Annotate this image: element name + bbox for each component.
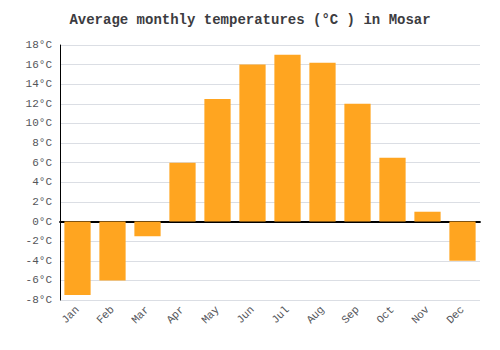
svg-text:Nov: Nov (409, 303, 432, 326)
svg-text:Feb: Feb (94, 304, 116, 326)
svg-text:2°C: 2°C (32, 196, 52, 208)
svg-text:14°C: 14°C (26, 78, 53, 90)
svg-text:Oct: Oct (374, 304, 396, 326)
svg-text:-4°C: -4°C (26, 255, 53, 267)
svg-text:Jan: Jan (59, 304, 81, 326)
svg-text:-2°C: -2°C (26, 235, 53, 247)
svg-text:10°C: 10°C (26, 117, 53, 129)
svg-text:May: May (199, 303, 222, 326)
svg-text:16°C: 16°C (26, 59, 53, 71)
svg-text:Mar: Mar (129, 304, 151, 326)
svg-text:Dec: Dec (444, 304, 466, 326)
svg-text:4°C: 4°C (32, 176, 52, 188)
svg-text:Jun: Jun (234, 304, 256, 326)
svg-text:-6°C: -6°C (26, 274, 53, 286)
svg-text:Apr: Apr (164, 304, 186, 326)
svg-text:Average monthly temperatures (: Average monthly temperatures (°C ) in Mo… (69, 12, 430, 28)
svg-text:Sep: Sep (339, 304, 361, 326)
svg-text:-8°C: -8°C (26, 294, 53, 306)
svg-text:6°C: 6°C (32, 157, 52, 169)
svg-text:18°C: 18°C (26, 39, 53, 51)
svg-text:Jul: Jul (269, 304, 291, 326)
svg-text:Aug: Aug (304, 304, 326, 326)
svg-text:8°C: 8°C (32, 137, 52, 149)
svg-text:12°C: 12°C (26, 98, 53, 110)
svg-text:0°C: 0°C (32, 216, 52, 228)
